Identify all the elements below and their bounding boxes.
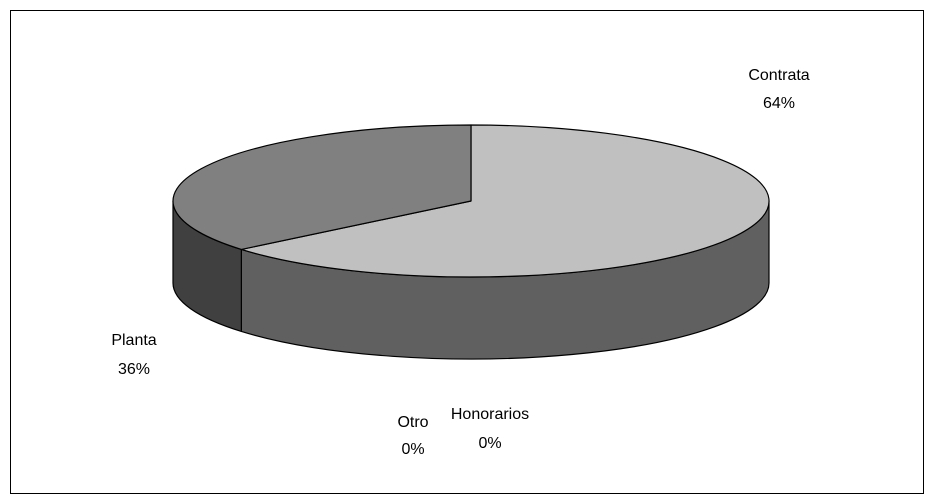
pie-slice-contrata bbox=[240, 124, 770, 278]
label-honorarios-name: Honorarios bbox=[451, 406, 529, 423]
label-contrata-name: Contrata bbox=[748, 67, 809, 84]
label-planta: Planta 36% bbox=[111, 332, 156, 378]
pie-slice-planta bbox=[172, 124, 472, 251]
label-planta-name: Planta bbox=[111, 332, 156, 349]
label-otro-value: 0% bbox=[401, 441, 424, 458]
pie-body bbox=[172, 124, 770, 360]
label-contrata-value: 64% bbox=[763, 95, 795, 112]
label-honorarios-value: 0% bbox=[478, 435, 501, 452]
label-honorarios: Honorarios 0% bbox=[451, 406, 529, 452]
label-otro-name: Otro bbox=[397, 414, 428, 431]
label-otro: Otro 0% bbox=[397, 414, 428, 458]
label-planta-value: 36% bbox=[118, 361, 150, 378]
label-contrata: Contrata 64% bbox=[748, 67, 809, 112]
